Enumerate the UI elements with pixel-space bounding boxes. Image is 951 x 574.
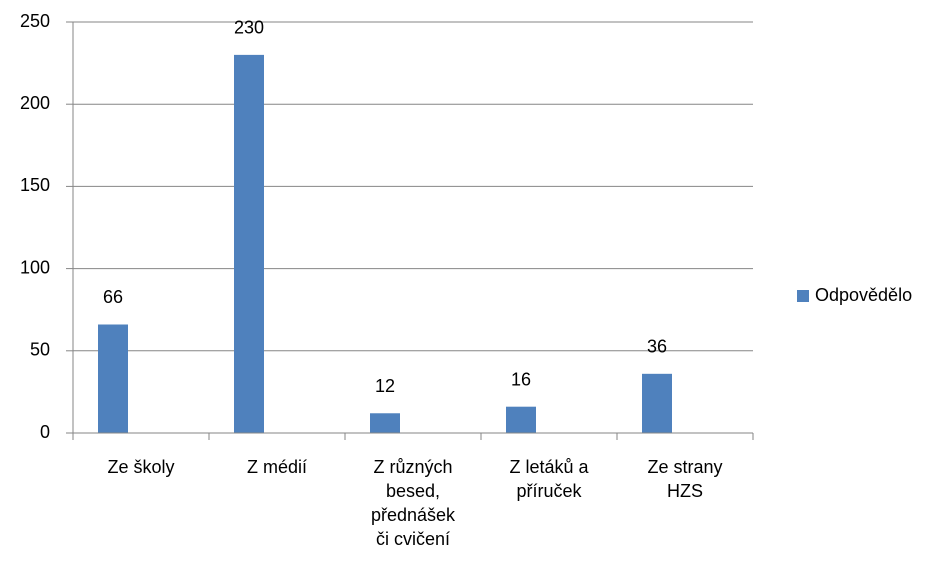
y-tick-label: 100 (20, 257, 50, 277)
bar (98, 324, 128, 433)
bar (234, 54, 264, 433)
x-tick-label: Ze školy (107, 457, 175, 477)
data-label: 36 (647, 337, 667, 357)
data-label: 66 (103, 287, 123, 307)
y-tick-label: 150 (20, 175, 50, 195)
bar (506, 406, 536, 433)
data-label: 230 (234, 18, 264, 38)
legend-label: Odpovědělo (815, 285, 912, 305)
y-tick-label: 250 (20, 11, 50, 31)
data-label: 16 (511, 369, 531, 389)
x-tick-label: Ze strany HZS (647, 457, 723, 501)
y-tick-label: 0 (40, 422, 50, 442)
y-tick-label: 200 (20, 93, 50, 113)
bar (370, 413, 400, 433)
bar (642, 373, 672, 433)
x-tick-label: Z letáků a příruček (509, 457, 589, 501)
data-label: 12 (375, 376, 395, 396)
x-tick-label: Z různých besed, přednášek či cvičení (371, 457, 456, 549)
x-tick-label: Z médií (246, 457, 307, 477)
legend-swatch (797, 290, 809, 302)
y-tick-label: 50 (30, 340, 50, 360)
